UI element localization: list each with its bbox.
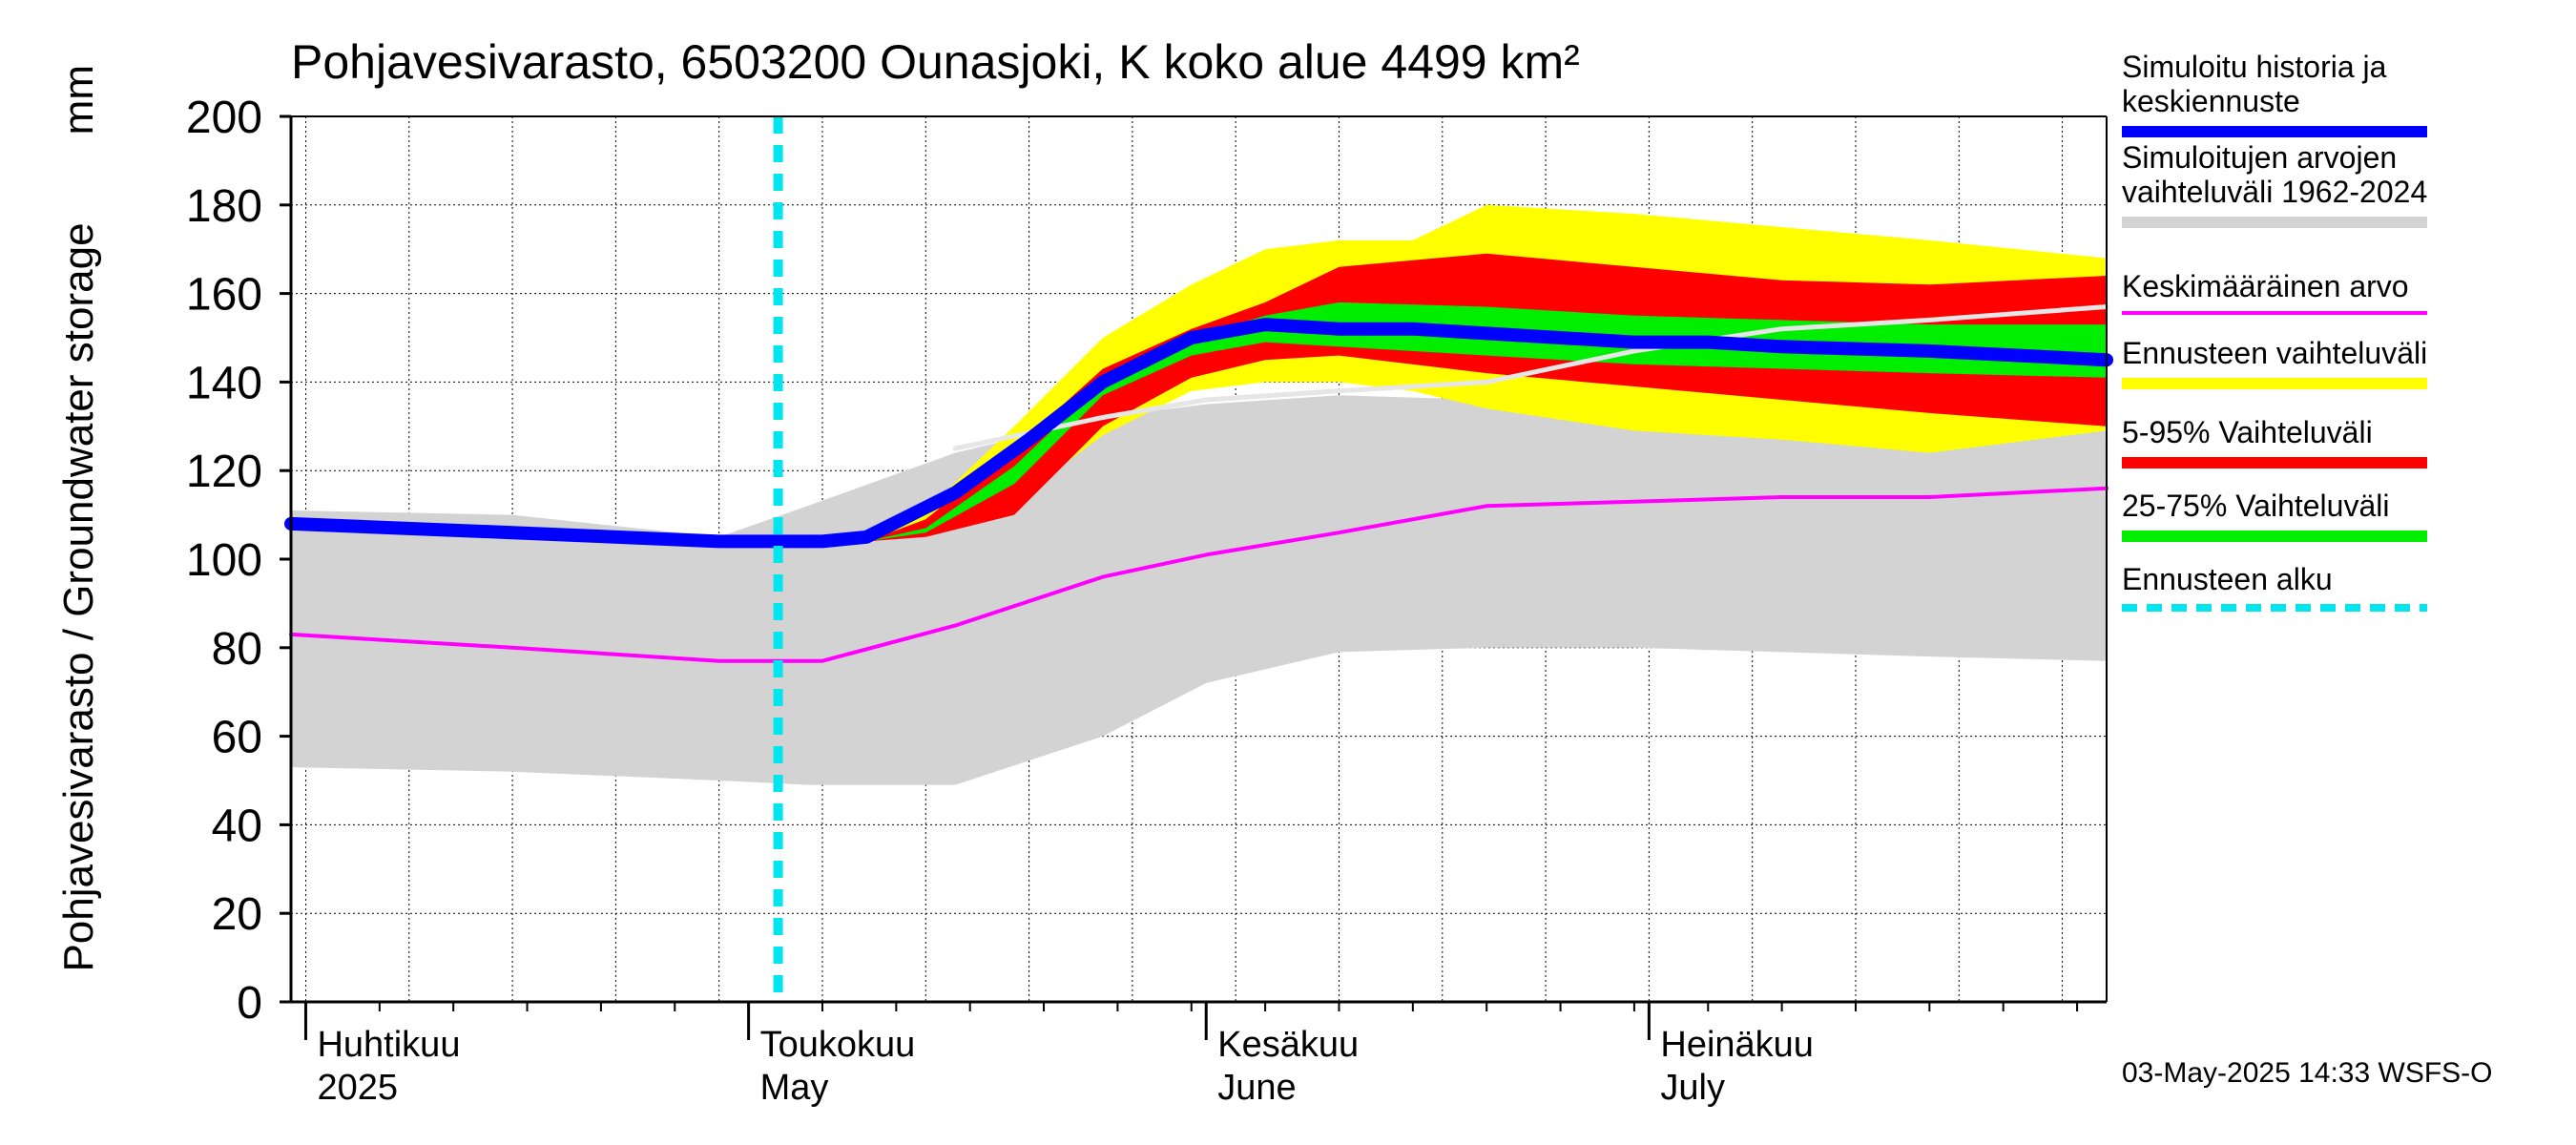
timestamp-footer: 03-May-2025 14:33 WSFS-O <box>2122 1057 2493 1089</box>
y-tick-label: 200 <box>186 93 262 143</box>
month-sublabel: June <box>1217 1068 1296 1108</box>
legend-label: 5-95% Vaihteluväli <box>2122 415 2373 449</box>
y-tick-label: 0 <box>237 978 262 1029</box>
y-tick-label: 80 <box>212 624 262 675</box>
y-tick-label: 140 <box>186 358 262 408</box>
legend-swatch <box>2122 217 2427 228</box>
legend-label: Simuloitujen arvojen vaihteluväli 1962-2… <box>2122 140 2428 209</box>
legend-swatch <box>2122 531 2427 542</box>
y-tick-label: 120 <box>186 447 262 497</box>
legend-item: Simuloitujen arvojen vaihteluväli 1962-2… <box>2122 140 2542 228</box>
band-simuloitujen-arvojen-vaihteluv-li-1962-2024 <box>291 395 2107 785</box>
legend-item: Keskimääräinen arvo <box>2122 269 2542 315</box>
legend-label: 25-75% Vaihteluväli <box>2122 489 2390 523</box>
month-sublabel: July <box>1660 1068 1725 1108</box>
band-25-75-vaihteluv-li <box>778 302 2107 542</box>
month-label: Kesäkuu <box>1217 1025 1359 1065</box>
legend-item: Simuloitu historia ja keskiennuste <box>2122 50 2542 137</box>
legend-swatch <box>2122 604 2427 612</box>
legend-label: Simuloitu historia ja keskiennuste <box>2122 50 2387 118</box>
y-tick-label: 160 <box>186 270 262 321</box>
y-tick-label: 180 <box>186 181 262 232</box>
legend-item: Ennusteen alku <box>2122 562 2542 612</box>
y-axis-label: Pohjavesivarasto / Groundwater storage <box>55 222 102 971</box>
y-tick-label: 40 <box>212 801 262 851</box>
month-label: Heinäkuu <box>1660 1025 1814 1065</box>
legend-swatch <box>2122 126 2427 137</box>
y-tick-label: 100 <box>186 535 262 586</box>
legend-label: Ennusteen alku <box>2122 562 2333 596</box>
legend-item: Ennusteen vaihteluväli <box>2122 336 2542 389</box>
y-tick-label: 20 <box>212 889 262 940</box>
month-label: Huhtikuu <box>317 1025 460 1065</box>
legend-label: Ennusteen vaihteluväli <box>2122 336 2428 370</box>
month-label: Toukokuu <box>760 1025 916 1065</box>
legend-label: Keskimääräinen arvo <box>2122 269 2409 303</box>
month-sublabel: 2025 <box>317 1068 398 1108</box>
line-keskim-r-inen-arvo <box>289 486 2109 663</box>
y-tick-label: 60 <box>212 713 262 763</box>
y-axis-unit: mm <box>55 65 102 135</box>
chart-title: Pohjavesivarasto, 6503200 Ounasjoki, K k… <box>291 35 1580 89</box>
legend-item: 5-95% Vaihteluväli <box>2122 415 2542 468</box>
legend-swatch <box>2122 311 2427 315</box>
legend-swatch <box>2122 378 2427 389</box>
legend-swatch <box>2122 457 2427 468</box>
line-simuloitu-historia-ja-keskiennuste <box>284 318 2113 549</box>
month-sublabel: May <box>760 1068 829 1108</box>
legend-item: 25-75% Vaihteluväli <box>2122 489 2542 542</box>
line-simuloitu-historia-light- <box>952 304 2109 451</box>
